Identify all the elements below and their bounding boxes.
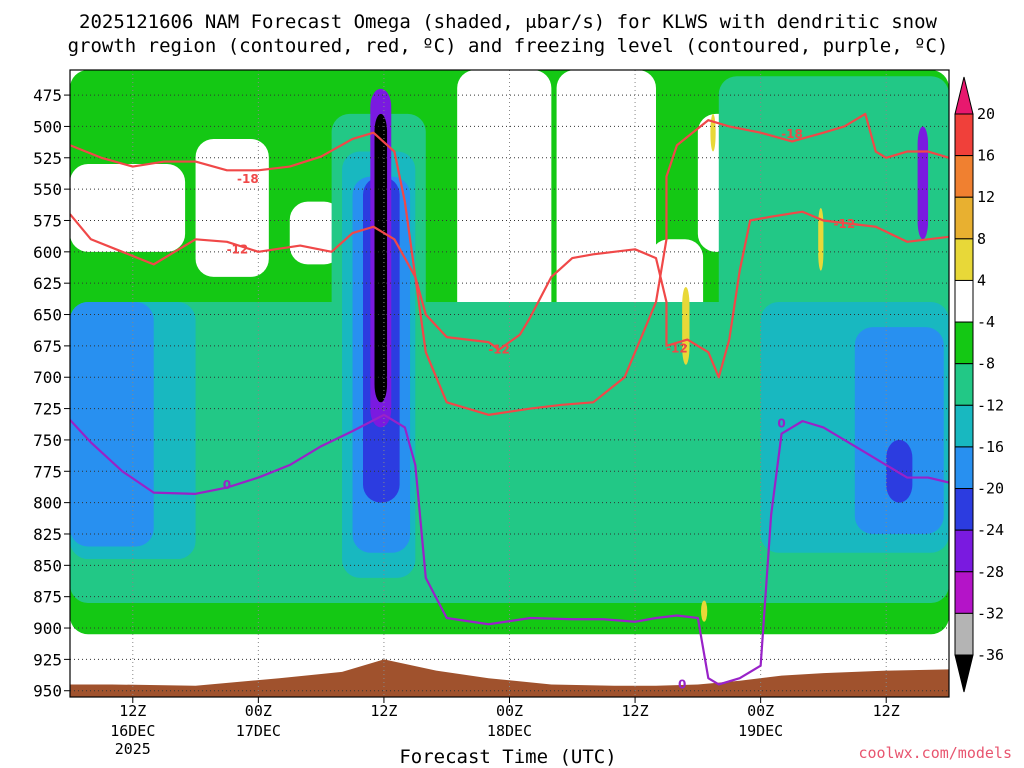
y-tick-label: 600 <box>33 243 62 262</box>
contour-label: 0 <box>223 478 231 492</box>
colorbar-bin <box>954 279 974 323</box>
dgz-minus18-contour <box>70 112 949 416</box>
contour-label: 0 <box>678 677 686 691</box>
colorbar-tick-label: -20 <box>977 480 1004 498</box>
contour-label: -12 <box>488 343 510 357</box>
colorbar-bin <box>954 571 974 614</box>
terrain-shape <box>70 659 949 697</box>
omega-region <box>818 207 824 271</box>
x-tick-date: 19DEC <box>738 722 783 740</box>
omega-region <box>70 301 154 547</box>
y-tick-label: 875 <box>33 588 62 607</box>
colorbar-bin <box>954 196 974 240</box>
colorbar-bin <box>954 155 974 198</box>
y-tick-label: 500 <box>33 117 62 136</box>
colorbar-bin <box>954 238 974 281</box>
omega-region <box>374 113 388 403</box>
y-tick-label: 900 <box>33 619 62 638</box>
colorbar-tick-label: -4 <box>977 313 995 331</box>
colorbar-bottom-triangle <box>954 654 974 693</box>
contour-label: -12 <box>666 341 688 355</box>
freezing-level-contour <box>70 413 949 686</box>
colorbar-bin <box>954 363 974 406</box>
omega-region <box>886 439 913 503</box>
omega-region <box>289 201 343 265</box>
colorbar-top-triangle <box>954 76 974 115</box>
y-tick-label: 775 <box>33 462 62 481</box>
y-tick-label: 925 <box>33 650 62 669</box>
contour-label: 0 <box>777 417 785 431</box>
y-tick-label: 650 <box>33 306 62 325</box>
colorbar-tick-label: -8 <box>977 355 995 373</box>
y-tick-label: 750 <box>33 431 62 450</box>
contour-label: -18 <box>237 172 259 186</box>
colorbar-bin <box>954 529 974 573</box>
colorbar-bin <box>954 446 974 490</box>
y-tick-label: 550 <box>33 180 62 199</box>
x-tick-date: 18DEC <box>487 722 532 740</box>
x-tick-year: 2025 <box>115 740 151 758</box>
contour-label: -18 <box>781 127 803 141</box>
x-tick-label: 12Z <box>622 702 649 720</box>
contour-label: -12 <box>834 217 856 231</box>
colorbar-tick-label: -24 <box>977 521 1004 539</box>
colorbar-tick-label: -36 <box>977 646 1004 664</box>
y-tick-label: 625 <box>33 274 62 293</box>
y-tick-label: 475 <box>33 86 62 105</box>
pressure-axis: 475 500 525 550 575 600 625 650 675 700 725 750 775 8… <box>33 86 70 701</box>
colorbar-bin <box>954 612 974 656</box>
x-tick-label: 00Z <box>496 702 523 720</box>
colorbar: 20 16 12 8 4 -4 -8 -12 -16 -20 -24 -28 -32 -36 <box>954 76 1004 693</box>
colorbar-bin <box>954 113 974 157</box>
omega-region <box>70 164 186 252</box>
y-tick-label: 575 <box>33 211 62 230</box>
omega-region <box>700 600 708 622</box>
colorbar-tick-label: -12 <box>977 396 1004 414</box>
colorbar-tick-label: 8 <box>977 230 986 248</box>
omega-region <box>682 286 690 365</box>
contour-lines: -12 -12 -12 -12 -18 -18 0 0 0 <box>70 112 949 691</box>
colorbar-tick-label: 16 <box>977 147 995 165</box>
chart-title-line-1: 2025121606 NAM Forecast Omega (shaded, μ… <box>79 11 937 33</box>
colorbar-tick-label: 20 <box>977 105 995 123</box>
x-axis-label: Forecast Time (UTC) <box>399 746 616 768</box>
omega-region <box>917 126 929 240</box>
y-tick-label: 725 <box>33 400 62 419</box>
y-tick-label: 675 <box>33 337 62 356</box>
colorbar-bin <box>954 404 974 448</box>
omega-region <box>556 70 656 378</box>
x-tick-label: 00Z <box>245 702 272 720</box>
y-tick-label: 850 <box>33 556 62 575</box>
y-tick-label: 525 <box>33 149 62 168</box>
chart-title-line-2: growth region (contoured, red, ºC) and f… <box>68 35 949 57</box>
colorbar-bin <box>954 321 974 365</box>
x-tick-label: 00Z <box>747 702 774 720</box>
x-tick-date: 17DEC <box>236 722 281 740</box>
colorbar-tick-label: 4 <box>977 271 986 289</box>
omega-region <box>195 138 269 277</box>
dgz-minus12-contour <box>70 210 949 379</box>
colorbar-tick-label: -16 <box>977 438 1004 456</box>
y-tick-label: 825 <box>33 525 62 544</box>
x-tick-label: 12Z <box>873 702 900 720</box>
x-tick-label: 12Z <box>119 702 146 720</box>
x-tick-label: 12Z <box>370 702 397 720</box>
colorbar-bin <box>954 488 974 531</box>
omega-region <box>710 113 716 152</box>
colorbar-tick-label: 12 <box>977 188 995 206</box>
contour-label: -12 <box>227 242 249 256</box>
terrain-fill <box>70 659 949 697</box>
omega-region <box>854 327 944 534</box>
colorbar-tick-label: -32 <box>977 604 1004 622</box>
plot-area: -12 -12 -12 -12 -18 -18 0 0 0 <box>70 70 949 697</box>
credit-text: coolwx.com/models <box>858 744 1012 762</box>
y-tick-label: 950 <box>33 682 62 701</box>
y-tick-label: 800 <box>33 494 62 513</box>
y-tick-label: 700 <box>33 368 62 387</box>
x-tick-date: 16DEC <box>110 722 155 740</box>
colorbar-tick-label: -28 <box>977 563 1004 581</box>
gridlines <box>70 70 949 697</box>
